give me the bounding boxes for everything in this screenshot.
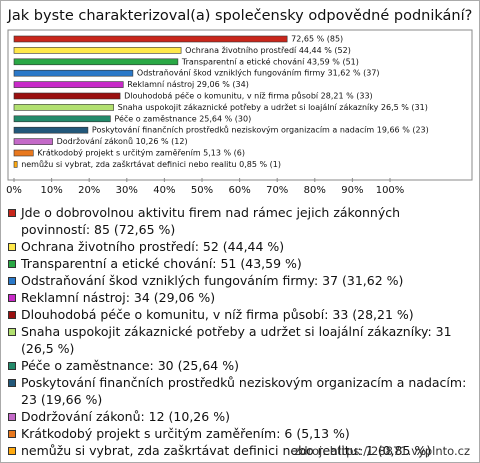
legend-label: Péče o zaměstnance: 30 (25,64 %): [21, 358, 239, 373]
chart-title: Jak byste charakterizoval(a) společensky…: [7, 8, 473, 24]
legend-label: Transparentní a etické chování: 51 (43,5…: [21, 256, 302, 271]
bar: [13, 104, 114, 111]
bar-label: Transparentní a etické chování 43,59 % (…: [181, 56, 359, 66]
legend-item: Transparentní a etické chování: 51 (43,5…: [8, 255, 470, 272]
legend-item: Snaha uspokojit zákaznické potřeby a udr…: [8, 323, 470, 357]
x-tick-label: 80%: [304, 185, 326, 196]
bar: [13, 126, 89, 134]
source: zdroj: https://28871.vyplnto.cz: [294, 444, 470, 458]
bar: [13, 81, 124, 88]
legend-label: Reklamní nástroj: 34 (29,06 %): [21, 290, 216, 305]
bar-label: Ochrana životního prostředí 44,44 % (52): [185, 46, 351, 55]
legend-item: Dodržování zákonů: 12 (10,26 %): [8, 408, 470, 425]
x-tick-label: 100%: [376, 185, 405, 196]
legend-swatch: [8, 413, 16, 421]
legend-label: Snaha uspokojit zákaznické potřeby a udr…: [21, 324, 452, 356]
bar: [13, 35, 288, 43]
legend-item: Krátkodobý projekt s určitým zaměřením: …: [8, 425, 470, 442]
bar-label: Péče o zaměstnance 25,64 % (30): [114, 113, 251, 123]
legend-label: Poskytování finančních prostředků nezisk…: [21, 375, 467, 407]
x-tick-label: 50%: [191, 185, 213, 196]
x-tick-label: 90%: [341, 185, 363, 196]
bar: [13, 58, 179, 66]
legend-swatch: [8, 260, 16, 268]
legend-item: Jde o dobrovolnou aktivitu firem nad rám…: [8, 204, 470, 238]
bar: [13, 47, 182, 54]
bar: [13, 138, 53, 145]
legend-swatch: [8, 379, 16, 387]
chart: Jak byste charakterizoval(a) společensky…: [6, 8, 473, 196]
bar: [13, 92, 121, 100]
legend: Jde o dobrovolnou aktivitu firem nad rám…: [8, 204, 470, 459]
legend-label: Dodržování zákonů: 12 (10,26 %): [21, 409, 230, 424]
legend-item: Péče o zaměstnance: 30 (25,64 %): [8, 357, 470, 374]
legend-item: Dlouhodobá péče o komunitu, v níž firma …: [8, 306, 470, 323]
bar-label: Dlouhodobá péče o komunitu, v níž firma …: [124, 91, 373, 101]
bar-label: Odstraňování škod vzniklých fungováním f…: [137, 68, 380, 78]
x-tick-label: 0%: [6, 185, 22, 196]
legend-item: Reklamní nástroj: 34 (29,06 %): [8, 289, 470, 306]
legend-item: nemůžu si vybrat, zda zaškrtávat definic…: [8, 442, 470, 459]
bar-label: Snaha uspokojit zákaznické potřeby a udr…: [118, 102, 428, 112]
bar-label: Poskytování finančních prostředků nezisk…: [92, 125, 429, 135]
legend-swatch: [8, 209, 16, 217]
x-tick-label: 60%: [228, 185, 250, 196]
legend-swatch: [8, 277, 16, 285]
legend-swatch: [8, 328, 16, 336]
x-tick-label: 30%: [116, 185, 138, 196]
bar: [13, 115, 111, 123]
legend-label: Jde o dobrovolnou aktivitu firem nad rám…: [21, 205, 401, 237]
legend-swatch: [8, 362, 16, 370]
bar: [13, 149, 34, 157]
bar-label: Dodržování zákonů 10,26 % (12): [57, 136, 188, 146]
bar: [13, 69, 134, 77]
legend-item: Odstraňování škod vzniklých fungováním f…: [8, 272, 470, 289]
legend-label: Ochrana životního prostředí: 52 (44,44 %…: [21, 239, 285, 254]
legend-swatch: [8, 311, 16, 319]
x-tick-label: 10%: [40, 185, 62, 196]
bar-label: Reklamní nástroj 29,06 % (34): [127, 80, 249, 89]
bar: [13, 161, 18, 168]
legend-swatch: [8, 447, 16, 455]
legend-item: Ochrana životního prostředí: 52 (44,44 %…: [8, 238, 470, 255]
legend-swatch: [8, 294, 16, 302]
bar-label: Krátkodobý projekt s určitým zaměřením 5…: [37, 148, 245, 158]
legend-swatch: [8, 430, 16, 438]
legend-item: Poskytování finančních prostředků nezisk…: [8, 374, 470, 408]
legend-label: Dlouhodobá péče o komunitu, v níž firma …: [21, 307, 414, 322]
x-tick-label: 70%: [266, 185, 288, 196]
bar-label: 72,65 % (85): [291, 35, 343, 44]
legend-label: nemůžu si vybrat, zda zaškrtávat definic…: [21, 443, 432, 458]
x-tick-label: 40%: [153, 185, 175, 196]
bar-label: nemůžu si vybrat, zda zaškrtávat definic…: [21, 159, 281, 169]
x-tick-label: 20%: [78, 185, 100, 196]
legend-label: Odstraňování škod vzniklých fungováním f…: [21, 273, 404, 288]
legend-label: Krátkodobý projekt s určitým zaměřením: …: [21, 426, 350, 441]
legend-swatch: [8, 243, 16, 251]
